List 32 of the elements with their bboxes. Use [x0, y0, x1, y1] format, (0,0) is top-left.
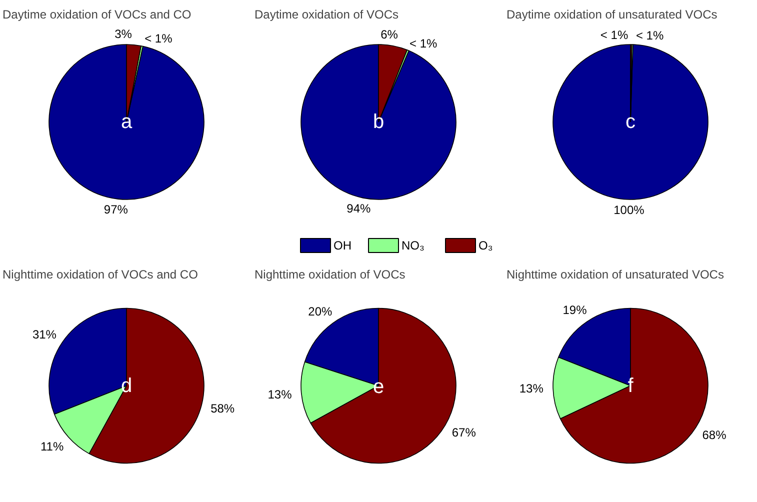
data-label: 58% — [210, 402, 235, 416]
data-label: 11% — [40, 439, 64, 454]
data-label: 20% — [308, 304, 333, 319]
data-label: 97% — [104, 202, 128, 217]
legend-label: NO₃ — [402, 238, 424, 252]
data-label: 6% — [380, 27, 398, 42]
text: a — [120, 110, 133, 133]
data-label: < 1% — [636, 28, 664, 43]
chart-title: Nighttime oxidation of VOCs and CO — [2, 268, 198, 282]
legend-label: O₃ — [478, 238, 493, 252]
data-label: < 1% — [409, 36, 438, 50]
data-label: 13% — [268, 387, 292, 402]
text: c — [626, 110, 636, 133]
text: b — [372, 110, 384, 133]
data-label: 94% — [346, 201, 372, 216]
text: f — [628, 374, 634, 397]
legend-label: OH — [334, 238, 352, 252]
chart-title: Daytime oxidation of unsaturated VOCs — [506, 8, 718, 22]
text: e — [372, 376, 384, 398]
data-label: 67% — [452, 425, 476, 440]
chart-title: Daytime oxidation of VOCs and CO — [2, 8, 192, 22]
data-label: 100% — [614, 203, 645, 218]
data-label: 68% — [702, 428, 727, 442]
data-label: 31% — [32, 327, 57, 342]
data-label: < 1% — [144, 32, 173, 46]
data-label: 3% — [114, 26, 132, 41]
data-label: 19% — [562, 302, 588, 317]
data-label: 13% — [519, 382, 544, 396]
chart-title: Nighttime oxidation of VOCs — [254, 268, 406, 282]
data-label: < 1% — [600, 28, 628, 42]
chart-title: Nighttime oxidation of unsaturated VOCs — [506, 268, 724, 282]
chart-title: Daytime oxidation of VOCs — [254, 8, 399, 22]
